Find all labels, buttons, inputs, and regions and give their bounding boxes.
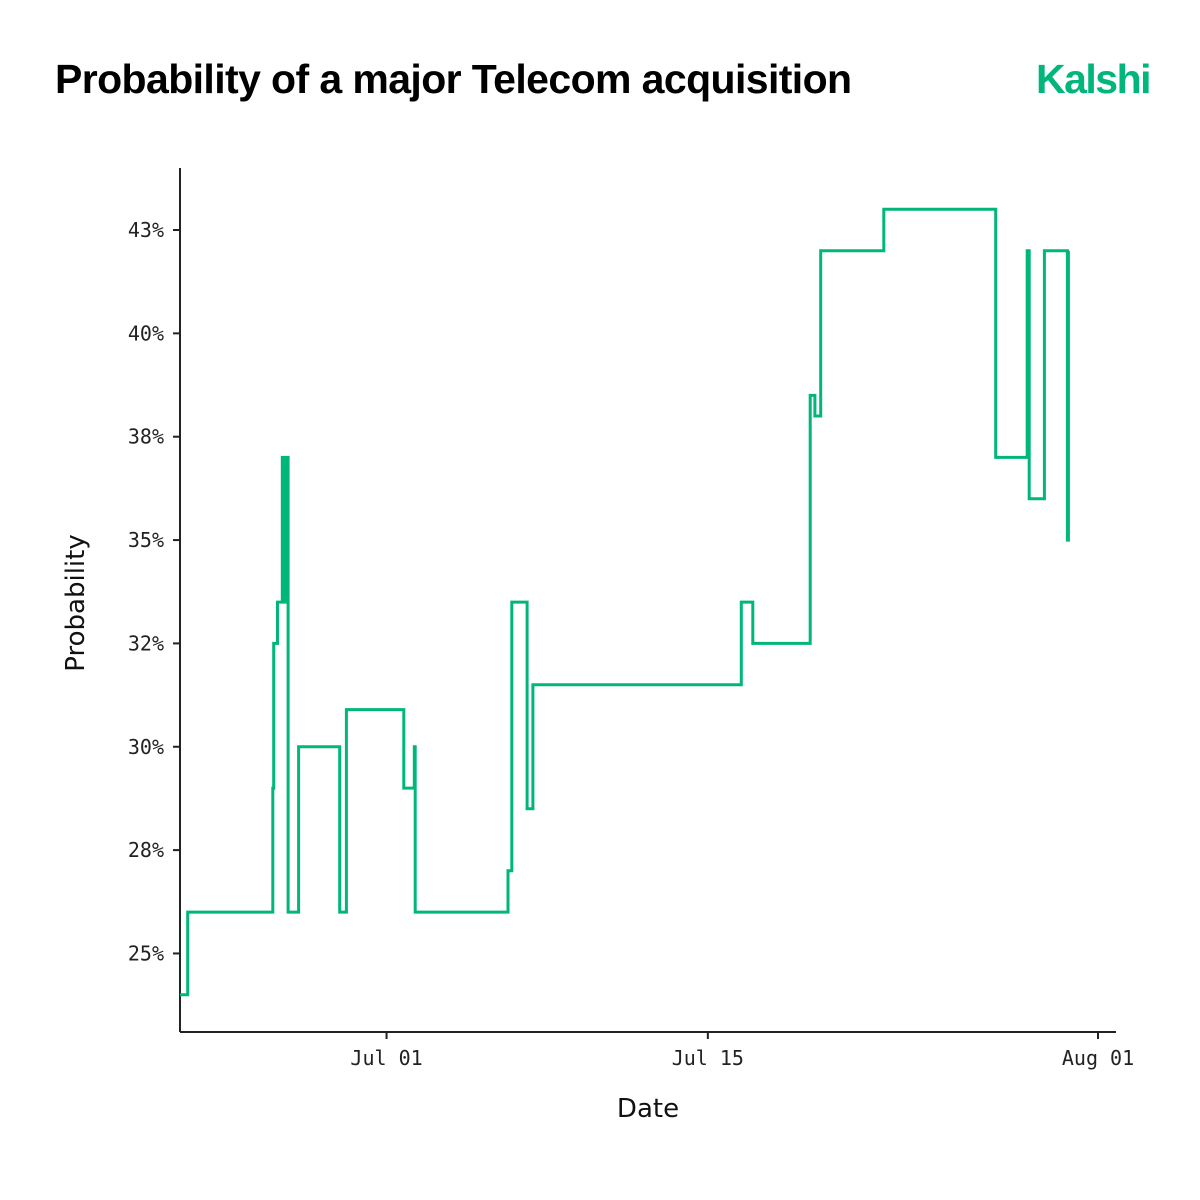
y-tick-label: 30% (128, 735, 164, 759)
x-axis-label: Date (617, 1094, 679, 1124)
chart-title: Probability of a major Telecom acquisiti… (55, 56, 852, 102)
series-line (180, 207, 1070, 997)
series-layer (180, 207, 1070, 997)
y-tick-label: 40% (128, 321, 164, 345)
y-tick-label: 32% (128, 631, 164, 655)
x-tick-label: Jul 01 (350, 1046, 422, 1070)
y-tick-label: 28% (128, 838, 164, 862)
y-tick-label: 25% (128, 941, 164, 965)
x-tick-label: Aug 01 (1062, 1046, 1134, 1070)
y-tick-label: 38% (128, 425, 164, 449)
x-axis: Jul 01 Jul 15 Aug 01 (180, 1031, 1134, 1070)
kalshi-logo: Kalshi (1036, 56, 1152, 102)
x-tick-label: Jul 15 (672, 1046, 744, 1070)
y-tick-label: 35% (128, 528, 164, 552)
y-axis-label: Probability (61, 534, 91, 671)
y-axis: 25% 28% 30% 32% 35% 38% 40% 43% (128, 168, 181, 1032)
y-tick-label: 43% (128, 218, 164, 242)
